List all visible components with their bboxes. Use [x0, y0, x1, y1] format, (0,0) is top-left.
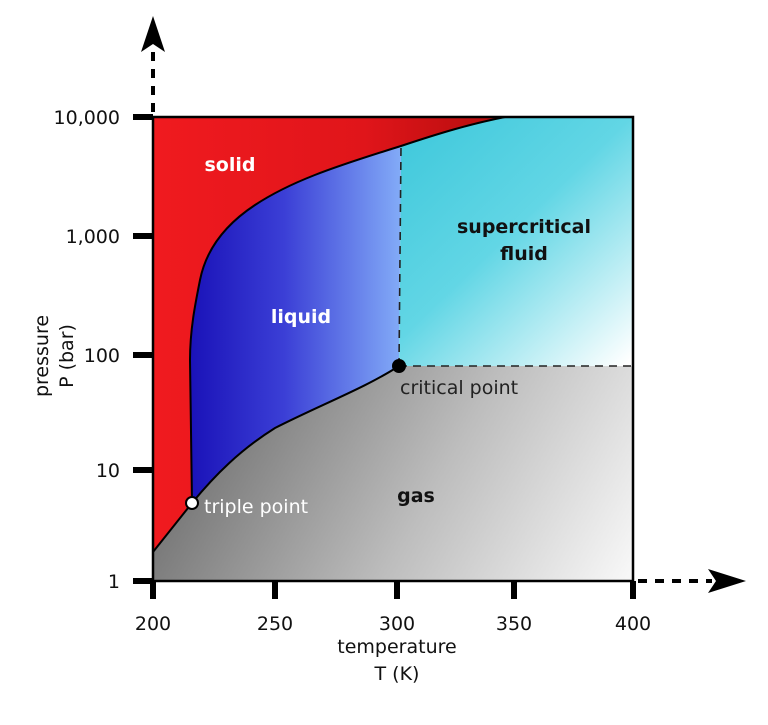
x-tick — [150, 581, 156, 599]
y-tick-label: 10,000 — [54, 107, 120, 129]
sublimation-curve — [152, 502, 193, 553]
gas-region — [153, 366, 633, 581]
x-tick-label: 350 — [496, 613, 532, 635]
critical-point-marker — [392, 359, 406, 373]
x-tick — [272, 581, 278, 599]
supercritical-region — [399, 117, 633, 366]
y-tick — [133, 233, 153, 239]
y-tick — [133, 467, 153, 473]
y-tick-label: 100 — [84, 345, 120, 367]
solid-region — [153, 117, 505, 552]
y-tick-label: 10 — [96, 460, 120, 482]
y-tick — [133, 352, 153, 358]
triple-point-label: triple point — [204, 496, 308, 518]
critical-temperature-line — [398, 145, 402, 367]
solid-label: solid — [205, 154, 256, 176]
melting-curve — [188, 116, 506, 504]
liquid-label: liquid — [271, 306, 331, 328]
y-axis-arrowhead-icon — [141, 16, 165, 52]
supercritical-label-line2: fluid — [500, 243, 548, 265]
y-tick — [133, 114, 153, 120]
critical-point-label: critical point — [400, 377, 518, 399]
x-tick — [511, 581, 517, 599]
x-axis-unit: T (K) — [374, 663, 420, 685]
x-tick-label: 400 — [615, 613, 651, 635]
x-tick — [630, 581, 636, 599]
vaporization-curve — [191, 365, 400, 504]
triple-point-marker — [185, 496, 199, 510]
x-tick — [394, 581, 400, 599]
y-axis-unit: P (bar) — [56, 324, 78, 388]
y-tick-label: 1 — [108, 571, 120, 593]
x-tick-label: 300 — [379, 613, 415, 635]
x-tick-label: 200 — [135, 613, 171, 635]
x-axis-title: temperature — [337, 636, 456, 658]
liquid-region — [190, 146, 401, 503]
gas-label: gas — [397, 485, 435, 507]
y-tick-label: 1,000 — [66, 226, 120, 248]
x-axis-arrowhead-icon — [708, 569, 746, 593]
y-axis-title: pressure — [31, 315, 53, 397]
plot-frame — [151, 115, 635, 583]
supercritical-label-line1: supercritical — [457, 216, 591, 238]
x-tick-label: 250 — [257, 613, 293, 635]
y-tick — [133, 578, 153, 584]
